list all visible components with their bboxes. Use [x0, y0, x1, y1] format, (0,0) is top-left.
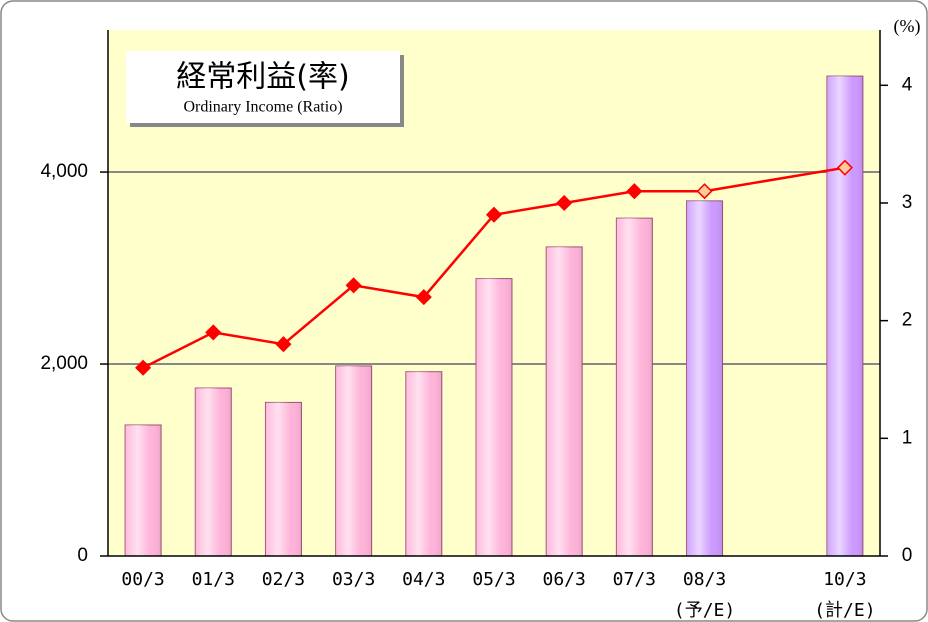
- y-tick-label: 2,000: [40, 353, 88, 374]
- y2-tick-label: 1: [902, 427, 913, 448]
- bar-shine: [616, 218, 653, 556]
- x-tick-label: 04/3: [402, 569, 445, 590]
- x-tick-label: 10/3: [823, 569, 866, 590]
- y2-tick-label: 4: [902, 74, 913, 95]
- x-tick-label: 05/3: [472, 569, 515, 590]
- x-tick-label: 08/3: [683, 569, 726, 590]
- line-marker: [626, 183, 643, 200]
- line-marker: [345, 277, 362, 294]
- y2-tick-label: 0: [902, 545, 913, 566]
- line-marker: [135, 359, 152, 376]
- bar-shine: [195, 388, 232, 556]
- x-tick-note: (予/E): [674, 600, 735, 621]
- y2-tick-label: 2: [902, 310, 913, 331]
- chart-subtitle: Ordinary Income (Ratio): [183, 99, 342, 116]
- bar-shine: [125, 424, 162, 556]
- x-tick-label: 02/3: [262, 569, 305, 590]
- x-tick-label: 07/3: [613, 569, 656, 590]
- chart-title: 経常利益(率): [176, 60, 349, 95]
- x-tick-label: 06/3: [543, 569, 586, 590]
- bar-shine: [826, 76, 863, 556]
- x-tick-note: (計/E): [814, 600, 875, 621]
- line-marker: [485, 206, 503, 223]
- y-tick-label: 4,000: [40, 161, 88, 182]
- line-marker: [836, 159, 853, 176]
- x-tick-label: 00/3: [121, 569, 164, 590]
- bar-shine: [546, 246, 583, 556]
- title-box: [126, 51, 400, 123]
- bar-shine: [335, 365, 372, 556]
- line-marker: [696, 183, 713, 200]
- bar-shine: [686, 200, 723, 557]
- line-connector: [704, 166, 846, 193]
- bar-shine: [265, 402, 302, 556]
- line-marker: [556, 194, 573, 212]
- y2-tick-label: 3: [902, 192, 913, 213]
- line-marker: [415, 289, 432, 306]
- line-marker: [205, 324, 222, 341]
- y2-axis-label: (%): [894, 16, 921, 37]
- y-tick-label: 0: [77, 545, 88, 566]
- x-tick-label: 03/3: [332, 569, 375, 590]
- line-marker: [275, 336, 292, 353]
- x-tick-label: 01/3: [192, 569, 235, 590]
- bar-shine: [476, 278, 512, 556]
- bar-shine: [405, 371, 442, 556]
